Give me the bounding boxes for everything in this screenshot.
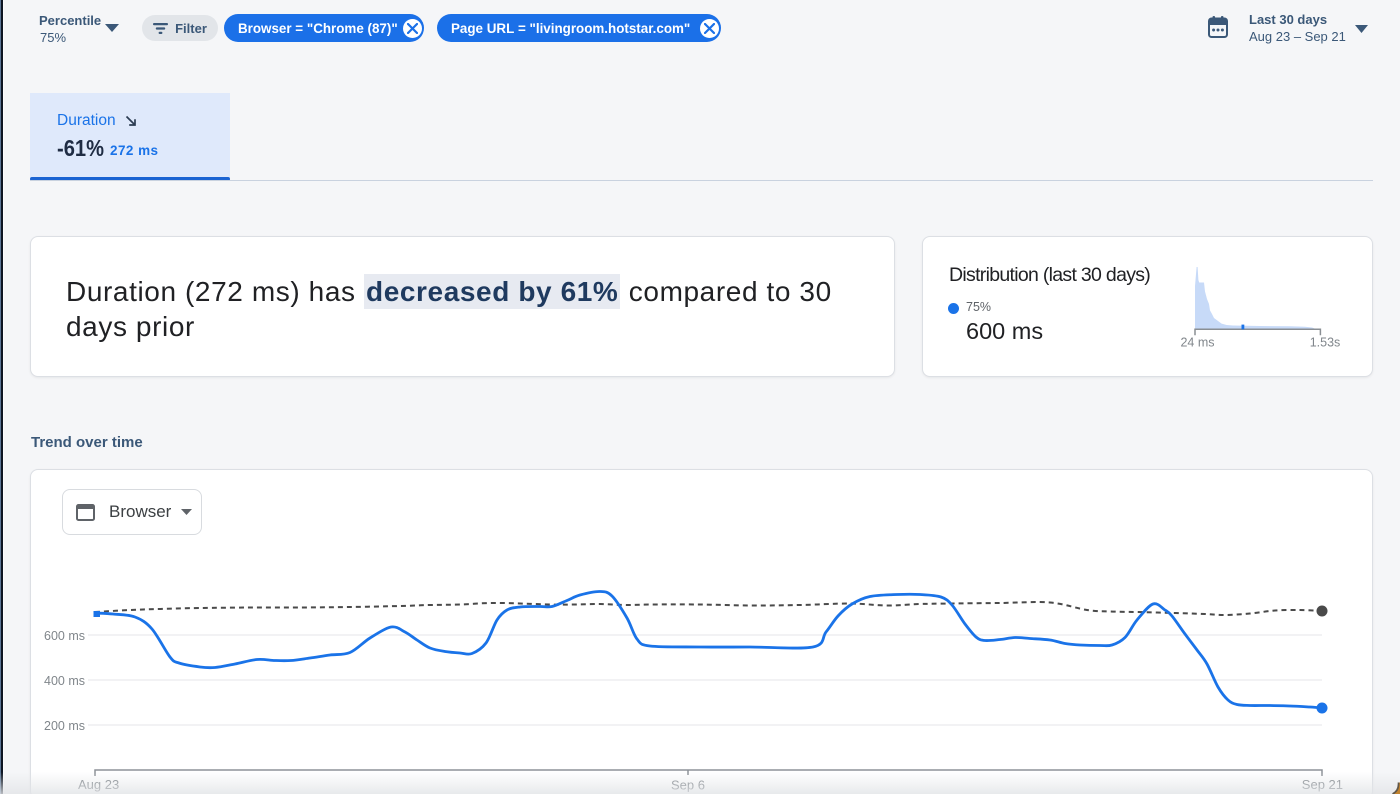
svg-text:24 ms: 24 ms (1180, 335, 1214, 349)
svg-text:200 ms: 200 ms (44, 719, 85, 733)
svg-text:400 ms: 400 ms (44, 674, 85, 688)
svg-text:Aug 23: Aug 23 (78, 777, 119, 792)
svg-text:Sep 21: Sep 21 (1302, 777, 1343, 792)
svg-text:Sep 6: Sep 6 (671, 778, 705, 793)
svg-text:600 ms: 600 ms (44, 629, 85, 643)
svg-text:1.53s: 1.53s (1310, 335, 1341, 349)
